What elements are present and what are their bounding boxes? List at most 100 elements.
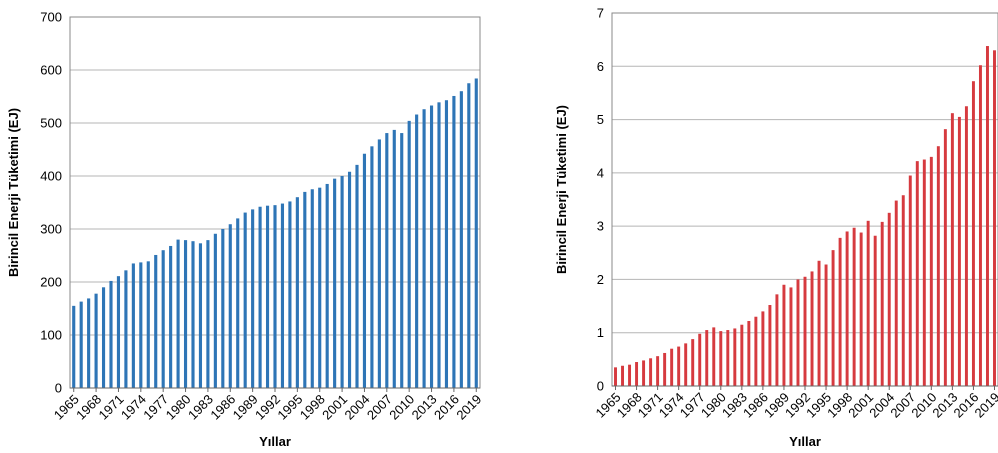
bar-2010 <box>929 156 933 386</box>
bar-2005 <box>894 200 898 386</box>
bar-1966 <box>621 365 625 386</box>
bar-1971 <box>656 356 660 386</box>
bar-1988 <box>243 212 247 388</box>
y-tick-label: 200 <box>40 275 62 290</box>
bar-1998 <box>845 231 849 386</box>
bar-2001 <box>866 220 870 386</box>
bar-1992 <box>273 205 277 388</box>
bar-2012 <box>422 109 426 388</box>
bar-1967 <box>87 298 91 388</box>
y-tick-label: 600 <box>40 63 62 78</box>
bar-2018 <box>985 46 989 387</box>
bar-1992 <box>803 276 807 386</box>
bar-1965 <box>72 305 76 388</box>
bar-2008 <box>915 161 919 386</box>
bar-1974 <box>139 262 143 388</box>
y-tick-label: 6 <box>597 59 604 74</box>
bar-1990 <box>258 206 262 388</box>
bar-1987 <box>236 218 240 388</box>
bar-1979 <box>712 327 716 386</box>
bar-2019 <box>474 78 478 388</box>
y-tick-label: 5 <box>597 112 604 127</box>
bar-2016 <box>452 95 456 388</box>
bar-1966 <box>79 301 83 388</box>
bar-1983 <box>740 324 744 386</box>
bar-2009 <box>922 159 926 386</box>
bar-1994 <box>817 260 821 386</box>
bar-1980 <box>719 331 723 386</box>
bar-1989 <box>782 284 786 386</box>
bar-2002 <box>347 171 352 388</box>
bar-2000 <box>333 178 337 388</box>
bar-2009 <box>400 133 404 388</box>
bar-1993 <box>810 271 814 386</box>
bar-1975 <box>684 343 688 386</box>
bar-2016 <box>971 81 975 386</box>
bar-2018 <box>467 83 471 388</box>
bar-2011 <box>936 146 940 386</box>
bar-1995 <box>295 197 299 388</box>
bar-1974 <box>677 346 681 386</box>
x-axis-title: Yıllar <box>789 434 821 449</box>
bar-2019 <box>993 50 996 387</box>
bar-2004 <box>887 212 891 386</box>
bar-1999 <box>325 183 329 388</box>
bar-1984 <box>213 233 217 388</box>
bar-1976 <box>691 339 695 386</box>
y-tick-label: 700 <box>40 10 62 25</box>
bar-1976 <box>154 254 158 388</box>
bar-2006 <box>901 195 905 386</box>
bar-1985 <box>221 229 225 388</box>
bar-1973 <box>131 263 135 388</box>
bar-1981 <box>726 330 730 386</box>
bar-2006 <box>377 139 381 388</box>
y-tick-label: 0 <box>55 381 62 396</box>
bar-1990 <box>789 287 793 386</box>
bar-1993 <box>280 203 285 388</box>
bar-1968 <box>94 293 98 388</box>
bar-1997 <box>310 189 314 388</box>
y-tick-label: 100 <box>40 328 62 343</box>
bar-2013 <box>429 105 434 388</box>
y-tick-label: 2 <box>597 272 604 287</box>
bar-1991 <box>796 279 800 386</box>
bar-2017 <box>459 91 463 388</box>
bar-2001 <box>340 176 344 388</box>
bar-1986 <box>761 311 765 386</box>
bar-1989 <box>251 209 255 388</box>
bar-1977 <box>161 250 165 388</box>
bar-1978 <box>169 245 173 388</box>
bar-2013 <box>950 113 954 387</box>
y-tick-label: 0 <box>597 379 604 394</box>
bar-1996 <box>303 191 307 388</box>
chart-2: 0123456719651968197119741977198019831986… <box>554 6 998 449</box>
bar-1970 <box>649 358 653 386</box>
bar-1982 <box>733 328 737 386</box>
x-axis-title: Yıllar <box>259 434 291 449</box>
bar-1980 <box>183 240 188 388</box>
bar-1978 <box>705 330 709 386</box>
bar-2014 <box>437 102 441 388</box>
bar-1972 <box>663 352 667 386</box>
y-tick-label: 300 <box>40 222 62 237</box>
bar-2014 <box>957 116 961 387</box>
y-tick-label: 1 <box>597 325 604 340</box>
chart-1: 0100200300400500600700196519681971197419… <box>6 10 484 450</box>
y-tick-label: 7 <box>597 6 604 21</box>
y-axis-title: Birincil Enerji Tüketimi (EJ) <box>554 105 569 274</box>
bar-1995 <box>824 264 828 386</box>
bar-1969 <box>642 360 646 386</box>
bar-1997 <box>838 237 842 386</box>
bar-1996 <box>831 250 835 386</box>
bar-1999 <box>852 227 856 386</box>
bar-2017 <box>978 65 982 386</box>
y-axis-title: Birincil Enerji Tüketimi (EJ) <box>6 108 21 277</box>
y-tick-label: 3 <box>597 219 604 234</box>
bar-2015 <box>964 106 968 386</box>
bar-1991 <box>265 205 270 388</box>
bar-2008 <box>392 129 396 388</box>
bar-1975 <box>146 261 150 388</box>
bar-1973 <box>670 348 674 386</box>
bar-1971 <box>116 276 121 388</box>
